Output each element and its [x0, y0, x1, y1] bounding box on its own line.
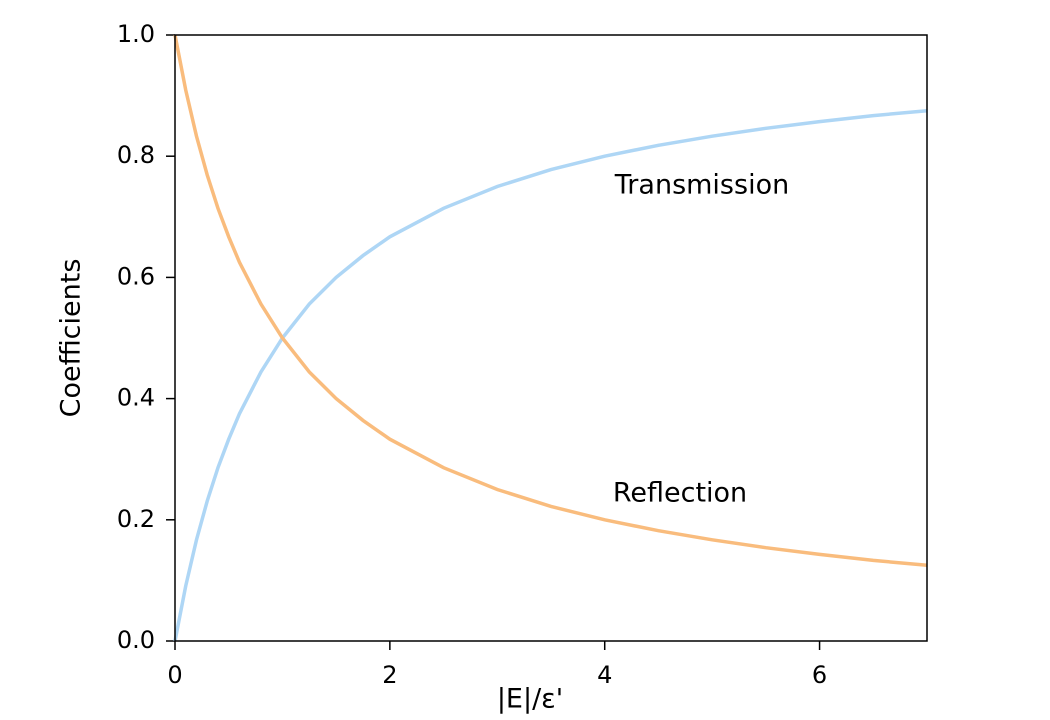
x-axis-title: |E|/ε': [497, 684, 563, 715]
series-annotation: Transmission: [614, 170, 789, 201]
y-tick-label: 0.8: [117, 141, 155, 169]
plot-frame: [174, 34, 928, 642]
y-tick-label: 0.6: [117, 262, 155, 290]
line-series: [173, 34, 928, 567]
x-tick-label: 0: [167, 661, 182, 689]
x-tick-label: 4: [597, 661, 612, 689]
x-tick-label: 2: [382, 661, 397, 689]
y-tick-label: 1.0: [117, 20, 155, 48]
series-annotation: Reflection: [613, 478, 747, 509]
y-tick-label: 0.2: [117, 505, 155, 533]
line-series: [173, 109, 928, 642]
y-tick-label: 0.4: [117, 384, 155, 412]
y-axis-title: Coefficients: [56, 259, 87, 418]
x-tick-label: 6: [812, 661, 827, 689]
y-tick-label: 0.0: [117, 626, 155, 654]
